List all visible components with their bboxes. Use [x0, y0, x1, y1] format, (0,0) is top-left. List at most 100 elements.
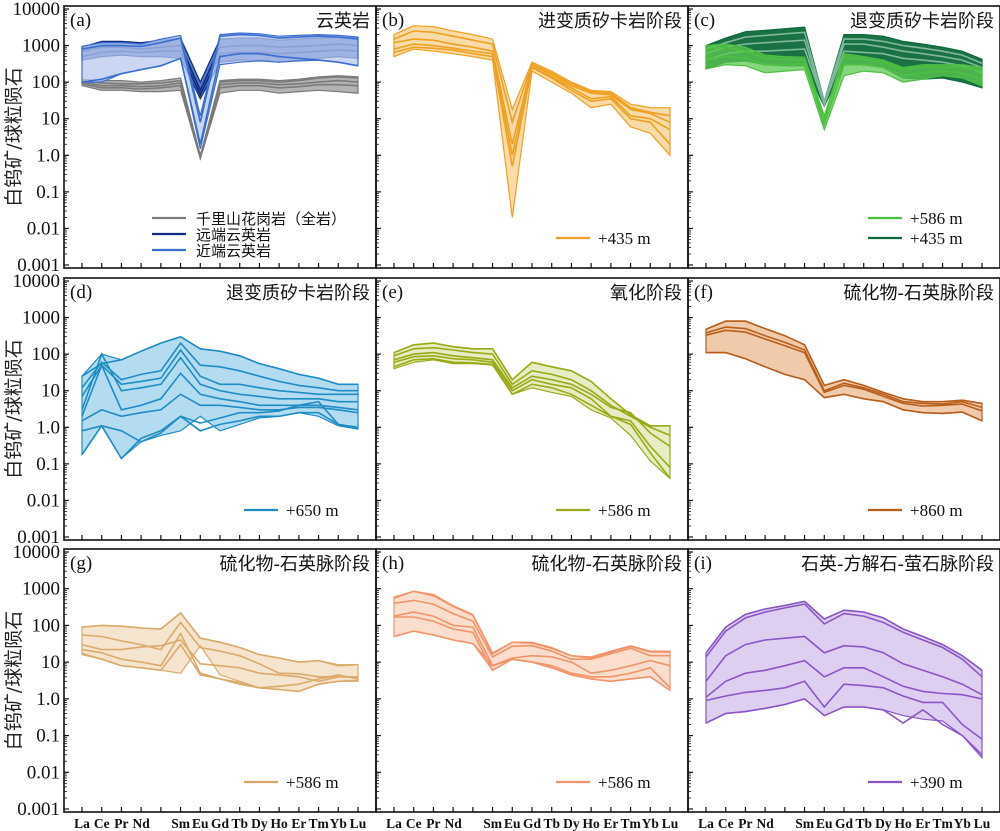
panel-title: 进变质矽卡岩阶段	[538, 11, 682, 32]
y-tick-label: 0.01	[27, 490, 60, 511]
x-tick-label: La	[698, 816, 714, 831]
y-tick-label: 10000	[13, 271, 61, 292]
plot-area	[81, 611, 359, 693]
panel-letter: (f)	[694, 282, 713, 303]
series-line	[705, 600, 983, 671]
panel-d: 10000 1000 100 10 1.0 0.1 0.01 0.001 白钨矿/球粒陨石 (d)…	[3, 271, 377, 548]
panel-title: 硫化物-石英脉阶段	[220, 554, 371, 575]
series-line	[705, 55, 983, 127]
x-tick-label: Eu	[192, 816, 209, 831]
y-tick-label: 0.001	[17, 799, 60, 820]
series-line	[81, 79, 359, 161]
x-tick-label: Tm	[620, 816, 641, 831]
legend-label: +650 m	[286, 501, 339, 520]
plot-area	[81, 335, 359, 460]
panel-letter: (h)	[382, 553, 404, 574]
x-tick-label: Tm	[932, 816, 953, 831]
x-tick-label: Ho	[583, 816, 601, 831]
legend-label: +435 m	[598, 229, 651, 248]
series-line	[393, 43, 671, 156]
plot-area	[393, 590, 671, 692]
panel-b: (b) 进变质矽卡岩阶段 +435 m	[375, 5, 689, 269]
x-tick-label: Sm	[171, 816, 191, 831]
x-tick-label: Ce	[94, 816, 110, 831]
x-tick-label: Tb	[543, 816, 560, 831]
panel-title: 云英岩	[316, 11, 370, 32]
series-line	[81, 400, 359, 460]
legend-label: 千里山花岗岩（全岩）	[196, 210, 346, 228]
series-group	[705, 320, 983, 422]
series-line	[81, 75, 359, 161]
series-group	[81, 335, 359, 460]
series-line	[705, 39, 983, 107]
x-tick-label: Er	[915, 816, 930, 831]
plot-area	[705, 600, 983, 760]
series-line	[81, 348, 358, 397]
series-line	[705, 320, 983, 405]
x-tick-label: Eu	[816, 816, 833, 831]
panel-title: 退变质矽卡岩阶段	[850, 11, 994, 32]
y-tick-label: 1.0	[36, 145, 60, 166]
y-tick-label: 1000	[22, 579, 60, 600]
series-group	[81, 611, 359, 693]
series-line	[393, 342, 670, 427]
series-line	[81, 335, 358, 386]
legend-label: +435 m	[910, 229, 963, 248]
plot-area	[705, 320, 983, 422]
y-tick-label: 0.01	[27, 762, 60, 783]
panel-title: 退变质矽卡岩阶段	[226, 283, 370, 304]
x-tick-label: Yb	[954, 816, 971, 831]
x-tick-label: Ce	[406, 816, 422, 831]
series-line	[393, 351, 671, 448]
series-group	[705, 600, 983, 760]
y-tick-label: 10000	[13, 0, 61, 20]
series-group	[393, 342, 671, 480]
series-line	[393, 590, 670, 659]
x-tick-label: Tm	[308, 816, 329, 831]
panel-letter: (d)	[70, 282, 92, 303]
y-tick-label: 1.0	[36, 689, 60, 710]
legend-label: +586 m	[910, 209, 963, 228]
series-line	[81, 643, 359, 693]
panel-letter: (c)	[694, 10, 715, 31]
panel-letter: (a)	[70, 10, 91, 31]
series-line	[705, 31, 983, 106]
plot-area	[705, 26, 983, 132]
legend-label: +586 m	[598, 773, 651, 792]
series-line	[705, 635, 983, 696]
x-tick-label: La	[386, 816, 402, 831]
series-line	[81, 83, 359, 160]
series-group	[81, 32, 359, 149]
y-tick-label: 10	[41, 652, 60, 673]
series-line	[393, 346, 671, 437]
y-tick-label: 10	[41, 381, 60, 402]
series-group	[393, 590, 671, 692]
plot-area	[81, 32, 359, 161]
series-line	[705, 46, 983, 122]
y-tick-label: 1000	[22, 308, 60, 329]
panel-title: 石英-方解石-萤石脉阶段	[801, 554, 994, 575]
x-tick-label: Pr	[426, 816, 440, 831]
y-tick-label: 0.001	[17, 527, 60, 548]
panel-g: 10000 1000 100 10 1.0 0.1 0.01 0.001 白钨矿/球粒陨石 La C…	[3, 542, 377, 831]
series-line	[705, 603, 983, 678]
panel-c: (c) 退变质矽卡岩阶段 +586 m+435 m	[687, 5, 1000, 269]
x-tick-label: Dy	[251, 816, 268, 831]
series-line	[705, 329, 983, 412]
panel-title: 硫化物-石英脉阶段	[532, 554, 683, 575]
x-tick-label: Lu	[662, 816, 679, 831]
x-tick-label: Ce	[718, 816, 734, 831]
envelope-area	[393, 590, 671, 692]
x-tick-label: Dy	[563, 816, 580, 831]
series-line	[81, 393, 359, 422]
x-tick-label: Gd	[211, 816, 230, 831]
series-line	[81, 411, 359, 455]
series-line	[81, 33, 359, 123]
series-line	[81, 639, 358, 683]
y-tick-label: 100	[32, 615, 61, 636]
panel-letter: (i)	[694, 553, 712, 574]
series-line	[81, 363, 359, 417]
x-tick-label: Lu	[974, 816, 991, 831]
envelope-area	[393, 25, 671, 218]
series-line	[393, 611, 671, 675]
